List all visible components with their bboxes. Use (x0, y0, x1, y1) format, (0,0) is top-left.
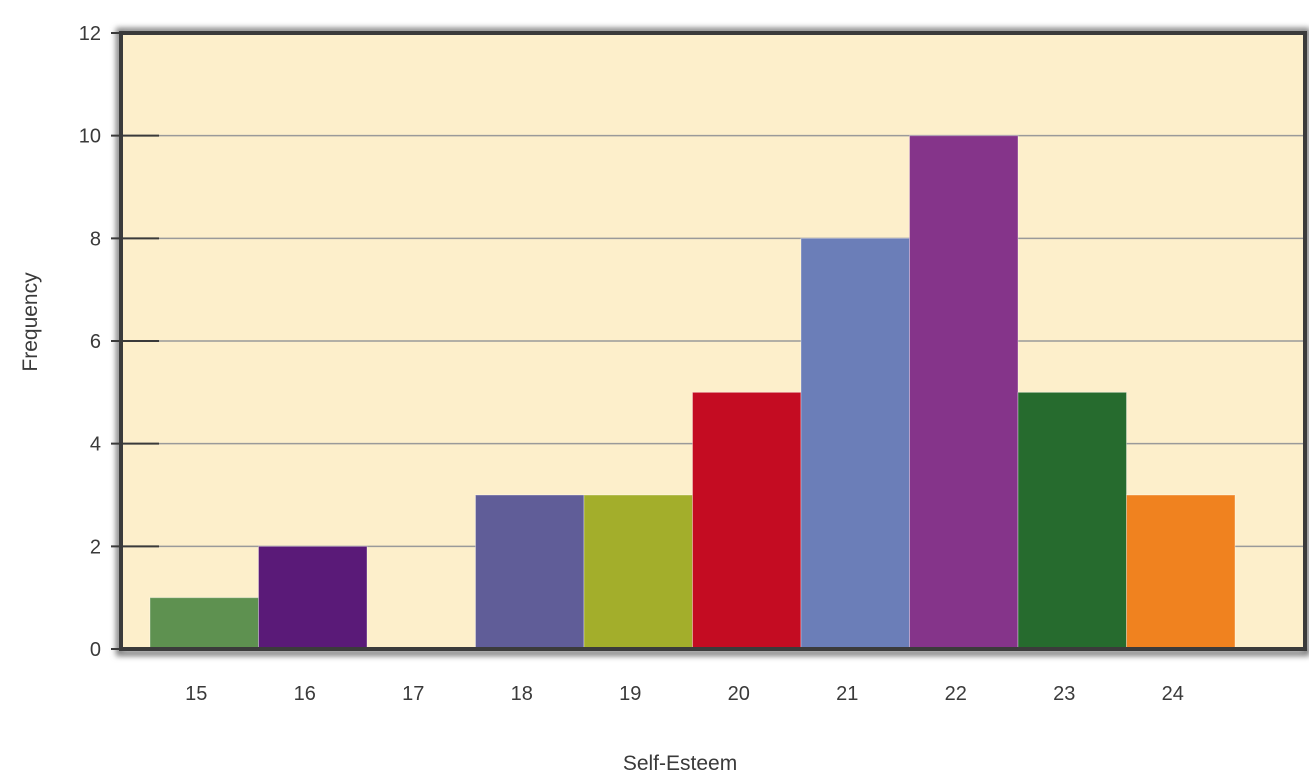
x-tick-label: 18 (511, 683, 533, 705)
bar-18 (475, 494, 585, 650)
x-tick-label: 22 (945, 683, 967, 705)
x-tick-label: 23 (1053, 683, 1075, 705)
y-axis-ticks: 0 2 4 6 8 10 12 (79, 23, 159, 661)
y-tick-label: 12 (79, 23, 101, 45)
bar-22 (909, 135, 1019, 650)
x-tick-label: 16 (294, 683, 316, 705)
x-axis-ticks: 15 16 17 18 19 20 21 22 23 24 (185, 683, 1184, 705)
bar-15 (149, 597, 259, 650)
y-tick-label: 10 (79, 126, 101, 148)
x-axis-title: Self-Esteem (623, 752, 737, 775)
y-tick-label: 8 (90, 228, 101, 250)
y-tick-label: 4 (90, 434, 101, 456)
y-tick-label: 0 (90, 639, 101, 661)
bar-16 (258, 545, 368, 650)
bar-23 (1017, 391, 1127, 650)
bar-19 (583, 494, 693, 650)
bar-24 (1126, 494, 1236, 650)
x-tick-label: 15 (185, 683, 207, 705)
x-tick-label: 19 (619, 683, 641, 705)
y-tick-label: 2 (90, 536, 101, 558)
bar-21 (800, 237, 910, 650)
y-tick-label: 6 (90, 331, 101, 353)
bars (149, 135, 1236, 650)
x-tick-label: 17 (402, 683, 424, 705)
y-axis-title: Frequency (19, 272, 42, 372)
bar-20 (692, 391, 802, 650)
x-tick-label: 24 (1162, 683, 1184, 705)
x-tick-label: 21 (836, 683, 858, 705)
x-tick-label: 20 (728, 683, 750, 705)
